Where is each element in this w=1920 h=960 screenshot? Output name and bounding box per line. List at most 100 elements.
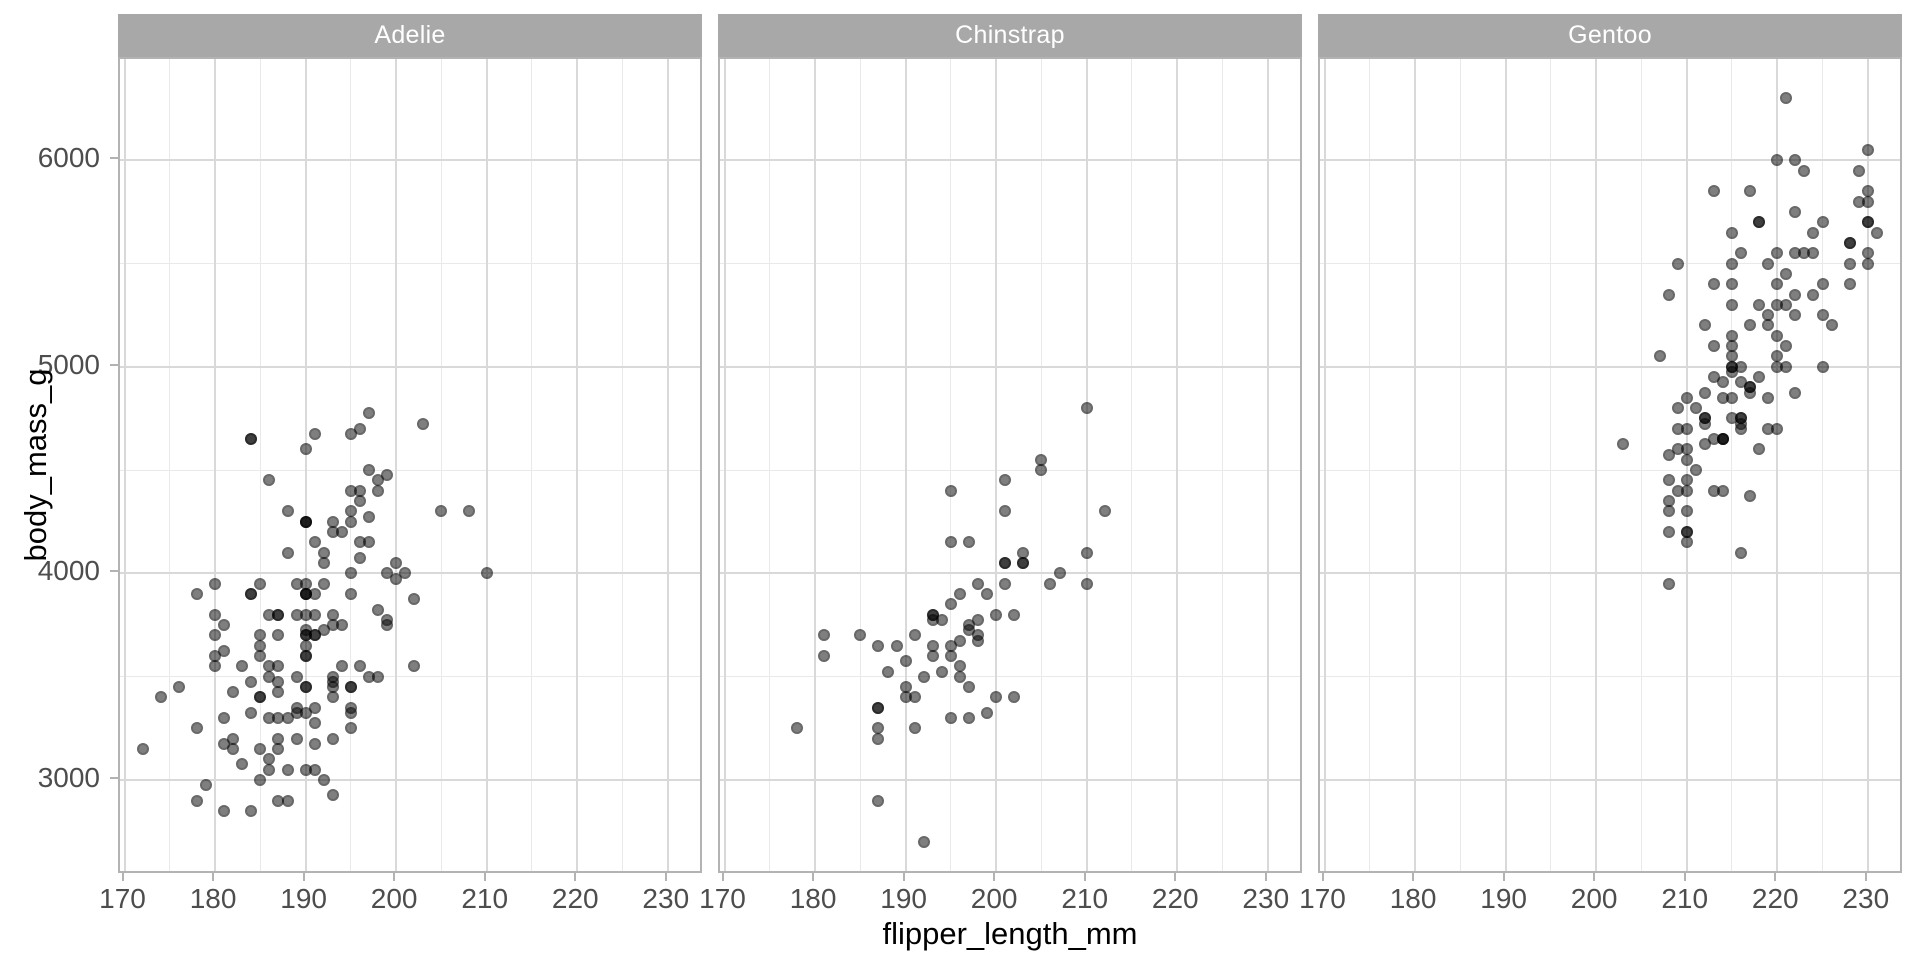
data-point (1716, 484, 1729, 497)
data-point (981, 588, 994, 601)
data-point (299, 443, 312, 456)
data-point (872, 639, 885, 652)
x-axis-tick-label: 190 (280, 883, 327, 914)
x-axis-tick (664, 873, 667, 881)
data-point (1861, 185, 1874, 198)
data-point (917, 835, 930, 848)
gridline-minor-v (769, 59, 771, 871)
data-point (854, 629, 867, 642)
x-axis-tick (1502, 873, 1505, 881)
data-point (944, 650, 957, 663)
data-point (1762, 319, 1775, 332)
data-point (1080, 402, 1093, 415)
gridline-minor-v (1731, 59, 1733, 871)
gridline-minor-h (1320, 676, 1900, 678)
data-point (1725, 226, 1738, 239)
gridline-major-h (720, 365, 1300, 368)
gridline-minor-h (720, 263, 1300, 265)
x-axis-tick-label: 200 (1570, 883, 1618, 914)
data-point (272, 629, 285, 642)
data-point (1762, 391, 1775, 404)
data-point (408, 593, 421, 606)
data-point (1671, 257, 1684, 270)
gridline-minor-v (1459, 59, 1461, 871)
data-point (881, 665, 894, 678)
data-point (299, 706, 312, 719)
gridline-minor-v (1822, 59, 1823, 871)
gridline-major-v (485, 59, 488, 871)
y-axis-tick-label: 3000 (37, 761, 100, 793)
gridline-minor-v (1369, 59, 1371, 871)
gridline-major-v (1176, 59, 1179, 871)
gridline-minor-h (1320, 469, 1900, 471)
data-point (1852, 164, 1865, 177)
data-point (344, 484, 357, 497)
data-point (290, 577, 303, 590)
data-point (1771, 154, 1784, 167)
data-point (1753, 371, 1766, 384)
data-point (281, 505, 294, 518)
data-point (317, 557, 330, 570)
data-point (362, 407, 375, 420)
data-point (1662, 577, 1675, 590)
gridline-major-v (1776, 59, 1779, 871)
data-point (1698, 438, 1711, 451)
gridline-minor-h (120, 263, 700, 265)
data-point (381, 613, 394, 626)
data-point (326, 619, 339, 632)
data-point (990, 691, 1003, 704)
data-point (1843, 278, 1856, 291)
x-axis-tick (121, 873, 124, 881)
x-axis-tick-label: 190 (1480, 883, 1527, 914)
facet-strip-label: Chinstrap (955, 21, 1065, 49)
data-point (381, 469, 394, 482)
data-point (209, 660, 222, 673)
data-point (1735, 417, 1748, 430)
data-point (908, 629, 921, 642)
x-axis-tick-label: 220 (551, 883, 599, 914)
gridline-major-h (1320, 365, 1900, 368)
data-point (281, 546, 294, 559)
data-point (1707, 185, 1720, 198)
data-point (408, 660, 421, 673)
data-point (1080, 577, 1093, 590)
data-point (972, 577, 985, 590)
data-point (326, 526, 339, 539)
data-point (326, 732, 339, 745)
x-axis-tick-label: 230 (642, 883, 690, 914)
gridline-minor-h (720, 469, 1300, 471)
data-point (944, 639, 957, 652)
data-point (1744, 319, 1757, 332)
x-axis-tick (574, 873, 577, 881)
x-axis-tick (1264, 873, 1267, 881)
gridline-major-h (720, 572, 1300, 575)
data-point (1017, 557, 1030, 570)
data-point (999, 474, 1012, 487)
x-axis-tick (1774, 873, 1777, 881)
data-point (1680, 536, 1693, 549)
gridline-major-h (1320, 159, 1900, 162)
data-point (227, 686, 240, 699)
data-point (308, 737, 321, 750)
data-point (1680, 526, 1693, 539)
data-point (281, 763, 294, 776)
facet-strip-label: Gentoo (1568, 21, 1652, 49)
data-point (218, 804, 231, 817)
x-axis-tick-label: 170 (99, 883, 146, 914)
gridline-major-v (723, 59, 726, 871)
data-point (254, 577, 267, 590)
data-point (935, 665, 948, 678)
data-point (462, 505, 475, 518)
data-point (209, 629, 222, 642)
data-point (1080, 546, 1093, 559)
data-point (1662, 288, 1675, 301)
x-axis-tick-label: 230 (1842, 883, 1890, 914)
gridline-major-h (720, 778, 1300, 781)
gridline-major-h (1320, 572, 1900, 575)
data-point (1843, 257, 1856, 270)
data-point (1861, 257, 1874, 270)
x-axis-tick-label: 180 (1389, 883, 1437, 914)
data-point (944, 711, 957, 724)
gridline-minor-v (350, 59, 352, 871)
x-axis-tick-label: 170 (699, 883, 746, 914)
